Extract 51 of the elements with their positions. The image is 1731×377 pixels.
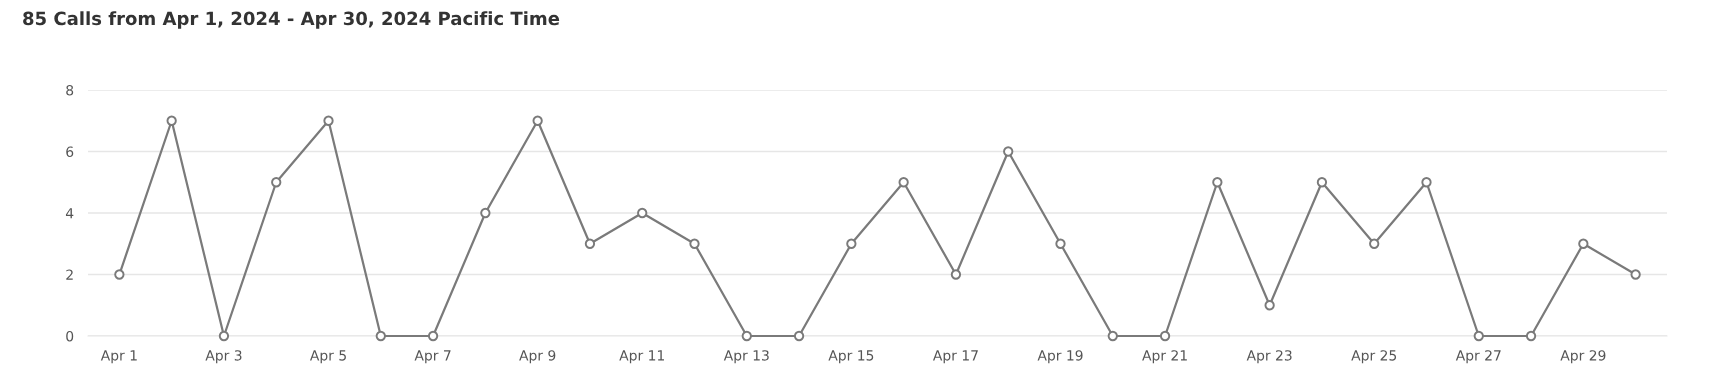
x-tick-label: Apr 19 [1037,350,1083,364]
point [689,238,700,249]
point [1369,238,1380,249]
x-tick-label: Apr 29 [1560,350,1606,364]
point [741,330,752,342]
chart-title: 85 Calls from Apr 1, 2024 - Apr 30, 2024 Pacific Time [23,11,560,29]
x-tick-label: Apr 7 [414,350,451,364]
y-tick-label: 6 [66,146,74,157]
point [1473,330,1484,342]
y-tick-label: 2 [66,269,73,280]
point [1630,269,1641,280]
point [1316,177,1328,188]
point [1212,177,1223,188]
point [480,207,491,219]
point [1421,177,1432,188]
point [271,177,282,188]
point [584,238,596,249]
point [166,115,177,126]
x-tick-label: Apr 27 [1455,350,1501,364]
point [1578,238,1589,249]
point [323,115,334,126]
x-tick-label: Apr 25 [1351,350,1397,364]
point [1107,330,1118,342]
point [1003,146,1014,157]
point [1264,300,1275,311]
point [793,330,805,342]
y-tick-label: 8 [66,84,74,96]
x-tick-label: Apr 3 [205,350,242,364]
x-tick-label: Apr 1 [100,350,137,364]
point [375,330,386,342]
x-tick-label: Apr 17 [932,350,978,364]
y-tick-label: 4 [65,208,74,219]
x-tick-label: Apr 21 [1142,350,1187,364]
x-tick-label: Apr 15 [828,350,874,364]
point [846,238,857,249]
point [532,115,543,126]
point [1525,330,1537,342]
point [637,207,648,219]
x-tick-label: Apr 11 [619,350,664,364]
point [427,330,439,342]
point [114,269,125,280]
x-tick-label: Apr 13 [723,350,769,364]
point [950,269,962,280]
x-tick-label: Apr 5 [309,350,346,364]
x-tick-label: Apr 9 [519,350,556,364]
point [898,177,909,188]
point [1055,238,1066,249]
y-tick-label: 0 [66,330,74,342]
point [218,330,230,342]
point [1159,330,1171,342]
x-tick-label: Apr 23 [1246,350,1292,364]
